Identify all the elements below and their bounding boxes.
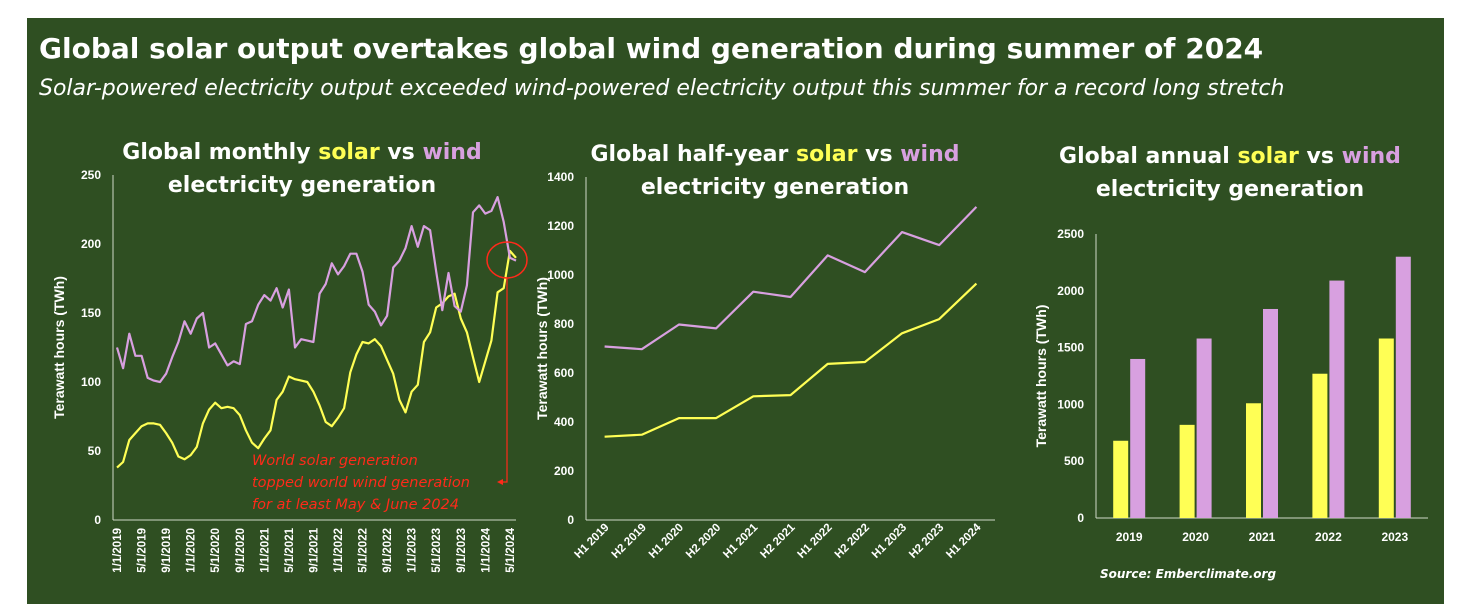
chart2-xtick-label: H1 2024 <box>944 521 984 561</box>
annotation-line-3: for at least May & June 2024 <box>252 497 460 513</box>
chart2-title: Global half-year solar vs wind electrici… <box>565 138 985 204</box>
chart1-xtick-label: 9/1/2019 <box>161 528 173 573</box>
chart2-xtick-label: H2 2020 <box>684 522 723 561</box>
chart3-bar-wind <box>1395 256 1411 518</box>
chart2-solar-line <box>604 282 978 438</box>
chart3-bar-solar <box>1113 440 1129 518</box>
chart3-bar-solar <box>1378 338 1394 518</box>
chart3-xtick-label: 2020 <box>1182 530 1209 544</box>
chart2-ytick-label: 1400 <box>547 170 574 184</box>
chart3-ytick-label: 1000 <box>1057 397 1084 411</box>
chart2-ytick-label: 0 <box>567 513 574 527</box>
chart2-xtick-label: H1 2019 <box>572 522 611 561</box>
chart2-ytick-label: 200 <box>554 464 574 478</box>
chart1-xtick-label: 5/1/2024 <box>505 527 517 572</box>
chart3-ytick-label: 0 <box>1077 511 1084 525</box>
annotation-text: World solar generation topped world wind… <box>252 450 470 516</box>
chart1-title-pre: Global monthly <box>122 140 319 165</box>
chart1-title-mid: vs <box>379 140 423 165</box>
chart1-annotation-arrow <box>500 278 508 483</box>
chart2-wind-line <box>604 206 978 351</box>
chart1-xtick-label: 5/1/2023 <box>431 528 443 573</box>
page-subtitle: Solar-powered electricity output exceede… <box>39 76 1285 101</box>
chart3-xtick-label: 2023 <box>1381 530 1408 544</box>
chart2-ytick-label: 400 <box>554 415 574 429</box>
chart3-bar-wind <box>1329 280 1345 518</box>
chart1-xtick-label: 1/1/2023 <box>407 528 419 573</box>
source-note: Source: Emberclimate.org <box>1100 567 1277 581</box>
chart3-title-mid: vs <box>1298 144 1342 169</box>
chart3-bar-solar <box>1246 403 1261 518</box>
chart1-solar-line <box>116 249 517 469</box>
chart1-xtick-label: 1/1/2019 <box>112 528 124 573</box>
chart1-xtick-label: 1/1/2024 <box>480 527 492 572</box>
chart3-bar-wind <box>1196 338 1212 518</box>
chart2-xtick-label: H1 2021 <box>721 521 761 561</box>
chart3-title-pre: Global annual <box>1059 144 1238 169</box>
chart1-xtick-label: 1/1/2020 <box>186 528 198 573</box>
chart2-xtick-label: H1 2022 <box>796 522 835 561</box>
chart3-ylabel: Terawatt hours (TWh) <box>1033 305 1049 448</box>
chart3-ytick-label: 2000 <box>1057 284 1084 298</box>
chart2-xtick-label: H2 2021 <box>758 521 798 561</box>
chart1-ytick-label: 100 <box>81 375 101 389</box>
chart1-xtick-label: 9/1/2021 <box>308 527 320 572</box>
chart1-xtick-label: 5/1/2020 <box>210 528 222 573</box>
chart1-ytick-label: 150 <box>81 306 101 320</box>
chart2-ylabel: Terawatt hours (TWh) <box>534 277 550 420</box>
chart3-bar-wind <box>1130 358 1146 518</box>
chart1-xtick-label: 9/1/2023 <box>456 528 468 573</box>
chart1-title: Global monthly solar vs wind electricity… <box>92 136 512 202</box>
chart1-xtick-label: 5/1/2022 <box>358 528 370 573</box>
chart1-ytick-label: 0 <box>94 513 101 527</box>
chart3-ytick-label: 1500 <box>1057 341 1084 355</box>
chart2-ytick-label: 800 <box>554 317 574 331</box>
page-title: Global solar output overtakes global win… <box>39 32 1264 65</box>
chart2-title-wind: wind <box>900 142 960 167</box>
chart2-ytick-label: 1000 <box>547 268 574 282</box>
chart3-bar-solar <box>1312 373 1328 518</box>
chart1-xtick-label: 5/1/2021 <box>284 527 296 572</box>
chart1-title-solar: solar <box>318 140 380 165</box>
annotation-line-1: World solar generation <box>252 453 418 469</box>
chart1-xtick-label: 9/1/2022 <box>382 528 394 573</box>
chart2-title-mid: vs <box>857 142 901 167</box>
chart1-xtick-label: 1/1/2021 <box>259 527 271 572</box>
chart3-ytick-label: 500 <box>1064 454 1084 468</box>
chart2-xtick-label: H1 2020 <box>647 522 686 561</box>
chart3-title-solar: solar <box>1237 144 1299 169</box>
chart3-title: Global annual solar vs wind electricity … <box>1020 140 1440 206</box>
chart2-title-post: electricity generation <box>640 175 910 200</box>
chart2-xtick-label: H2 2019 <box>610 522 649 561</box>
chart1-ytick-label: 50 <box>88 444 102 458</box>
chart2-xtick-label: H1 2023 <box>870 522 909 561</box>
chart1-ytick-label: 200 <box>81 237 101 251</box>
chart1-ylabel: Terawatt hours (TWh) <box>51 276 67 419</box>
chart2-title-pre: Global half-year <box>590 142 796 167</box>
chart1-xtick-label: 1/1/2022 <box>333 528 345 573</box>
annotation-line-2: topped world wind generation <box>252 475 470 491</box>
chart3-xtick-label: 2019 <box>1116 530 1143 544</box>
chart1-xtick-label: 5/1/2019 <box>137 528 149 573</box>
chart3-xtick-label: 2021 <box>1249 530 1276 544</box>
chart2-xtick-label: H2 2023 <box>907 522 946 561</box>
chart1-annotation-arrowhead <box>497 479 503 485</box>
chart2-xtick-label: H2 2022 <box>833 522 872 561</box>
chart3-xtick-label: 2022 <box>1315 530 1342 544</box>
chart2-ytick-label: 1200 <box>547 219 574 233</box>
chart1-xtick-label: 9/1/2020 <box>235 528 247 573</box>
chart3-title-post: electricity generation <box>1095 177 1365 202</box>
chart3-bar-solar <box>1179 424 1195 518</box>
chart1-ytick-label: 250 <box>81 168 101 182</box>
chart3-bar-wind <box>1263 308 1278 518</box>
chart1-wind-line <box>115 196 517 384</box>
chart1-title-wind: wind <box>422 140 482 165</box>
chart2-title-solar: solar <box>796 142 858 167</box>
chart3-title-wind: wind <box>1341 144 1401 169</box>
chart3-ytick-label: 2500 <box>1057 227 1084 241</box>
chart2-ytick-label: 600 <box>554 366 574 380</box>
chart1-title-post: electricity generation <box>167 173 437 198</box>
